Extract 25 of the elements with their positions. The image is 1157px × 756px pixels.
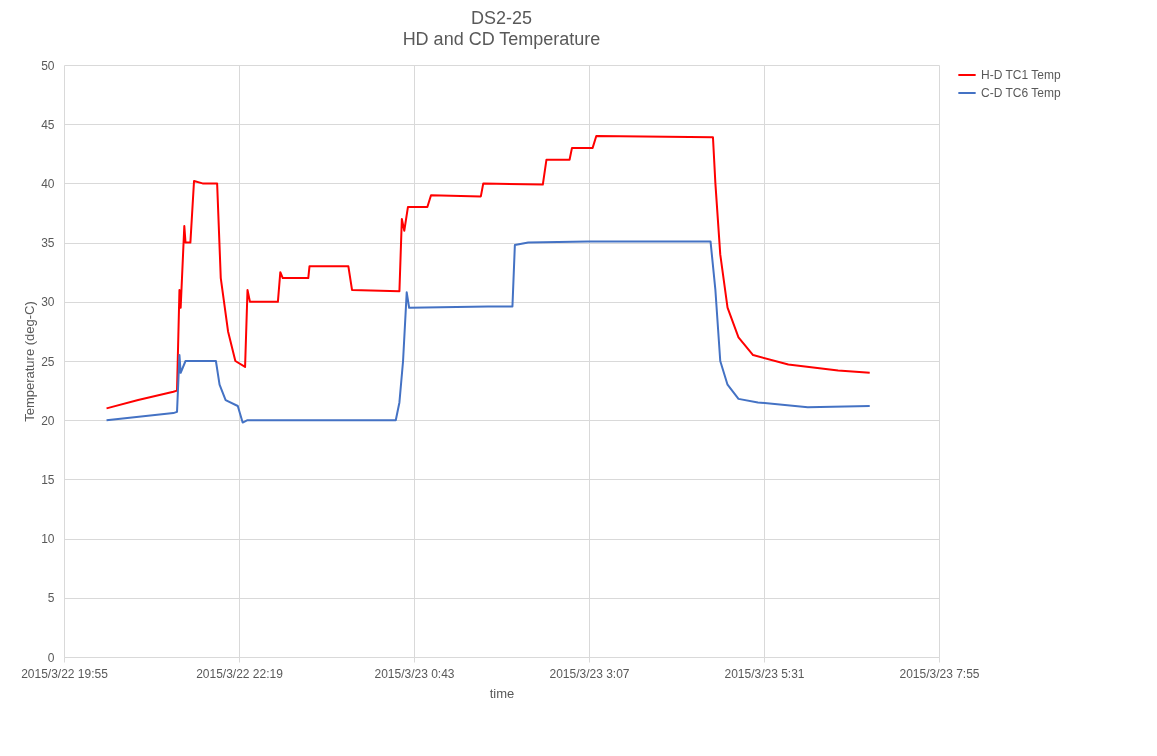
x-tick-label: 2015/3/23 0:43 bbox=[374, 666, 455, 681]
y-tick-label: 15 bbox=[41, 472, 55, 487]
x-tick-label: 2015/3/23 5:31 bbox=[724, 666, 805, 681]
legend-label: C-D TC6 Temp bbox=[981, 86, 1061, 100]
x-tick-label: 2015/3/22 22:19 bbox=[196, 666, 284, 681]
x-tick-label: 2015/3/23 3:07 bbox=[549, 666, 630, 681]
line-series bbox=[105, 135, 871, 410]
y-tick-label: 20 bbox=[41, 413, 55, 428]
legend-label: H-D TC1 Temp bbox=[981, 68, 1061, 82]
y-tick-label: 40 bbox=[41, 176, 55, 191]
y-tick-label: 50 bbox=[41, 58, 55, 73]
y-tick-label: 5 bbox=[47, 591, 55, 606]
y-tick-label: 45 bbox=[41, 117, 55, 132]
x-axis-title: time bbox=[489, 685, 515, 701]
y-tick-label: 35 bbox=[41, 236, 55, 251]
y-tick-label: 30 bbox=[41, 295, 55, 310]
x-tick-label: 2015/3/22 19:55 bbox=[21, 666, 109, 681]
y-tick-label: 10 bbox=[41, 532, 55, 547]
line-series bbox=[105, 240, 871, 424]
y-tick-label: 0 bbox=[47, 650, 55, 665]
y-tick-label: 25 bbox=[41, 354, 55, 369]
chart-title: DS2-25 bbox=[470, 8, 533, 28]
x-tick-label: 2015/3/23 7:55 bbox=[899, 666, 980, 681]
y-axis-title: Temperature (deg-C) bbox=[22, 301, 38, 422]
chart-subtitle: HD and CD Temperature bbox=[402, 29, 601, 49]
